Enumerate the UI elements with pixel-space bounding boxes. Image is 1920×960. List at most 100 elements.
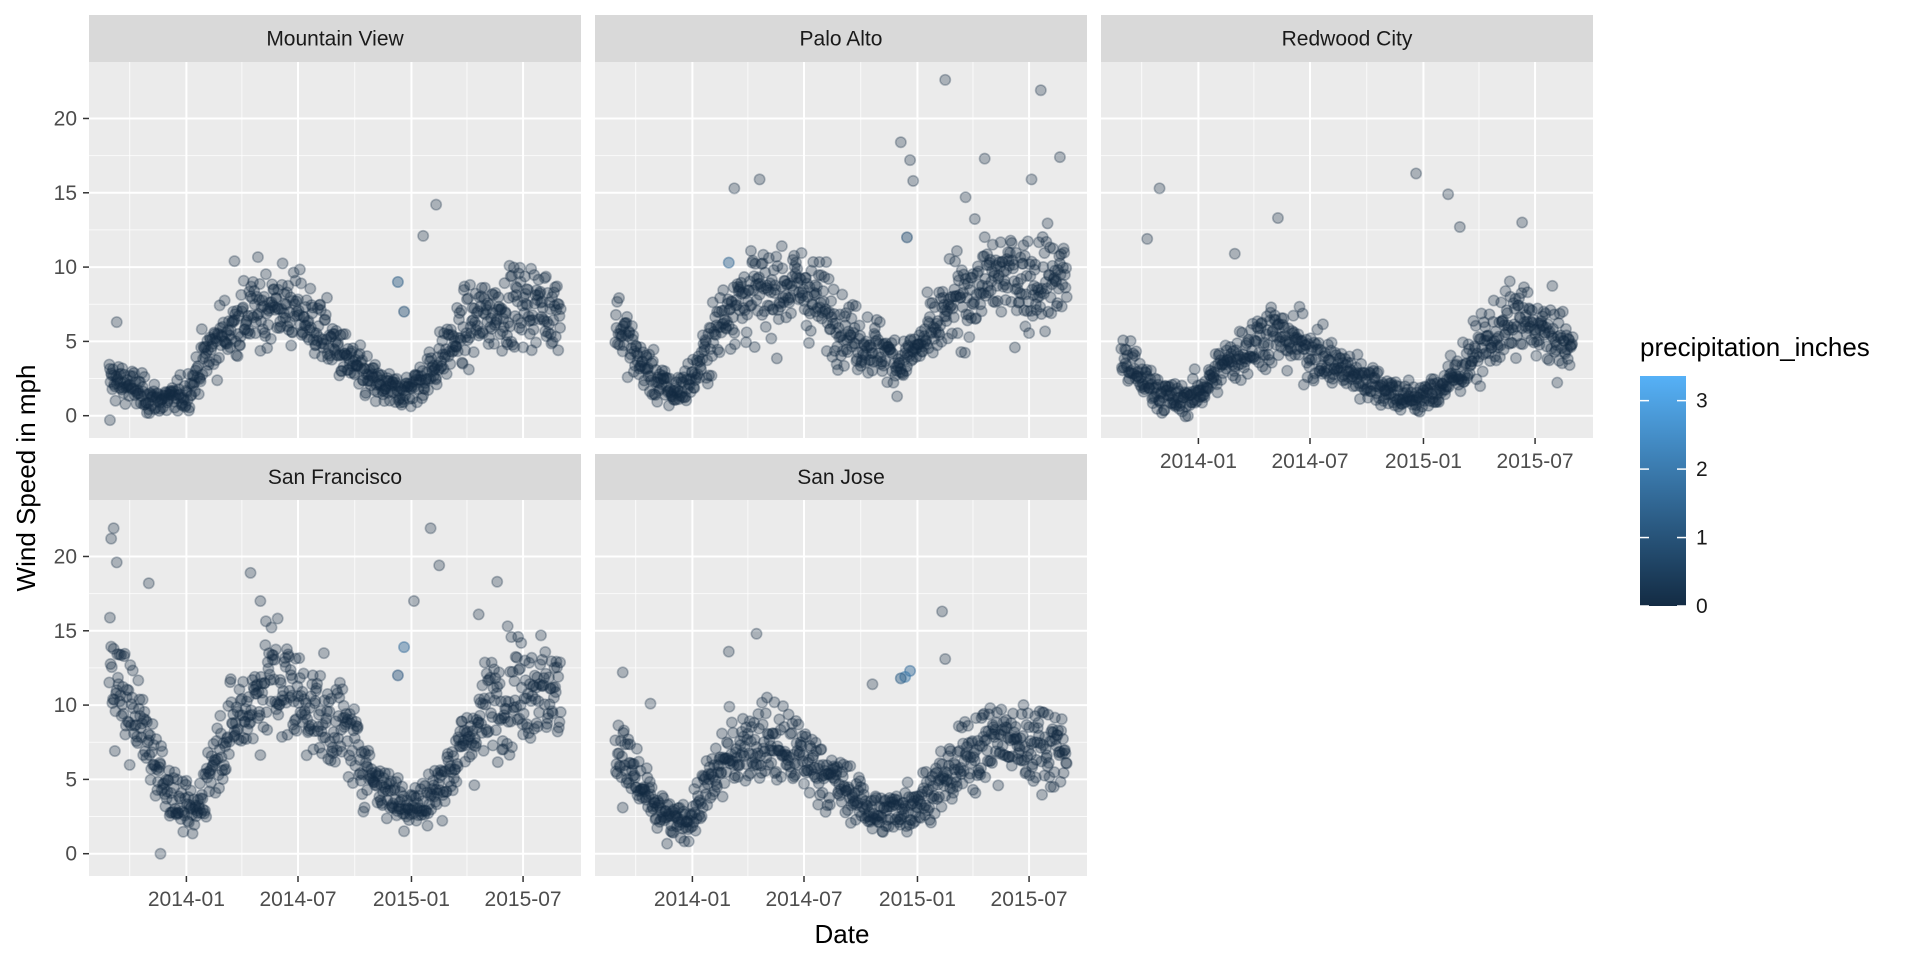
data-point	[656, 369, 669, 382]
data-point	[676, 391, 689, 404]
data-point	[757, 248, 770, 261]
data-point	[256, 294, 269, 307]
data-point	[113, 368, 126, 381]
data-point	[258, 326, 271, 339]
data-point	[270, 292, 283, 305]
data-point	[1132, 375, 1145, 388]
data-point	[1033, 290, 1046, 303]
data-point	[830, 358, 843, 371]
data-point	[667, 384, 680, 397]
data-point	[446, 340, 459, 353]
data-point	[109, 394, 122, 407]
data-point	[254, 749, 267, 762]
data-point	[353, 347, 366, 360]
data-point	[860, 341, 873, 354]
data-point	[208, 326, 221, 339]
data-point	[989, 254, 1002, 267]
data-point	[804, 307, 817, 320]
data-point	[798, 294, 811, 307]
data-point	[846, 298, 859, 311]
data-point	[896, 367, 909, 380]
data-point	[317, 337, 330, 350]
data-point	[1008, 341, 1021, 354]
data-point	[1131, 369, 1144, 382]
data-point	[1141, 370, 1154, 383]
panel-background	[1101, 62, 1593, 438]
data-point	[335, 365, 348, 378]
data-point	[307, 333, 320, 346]
data-point	[872, 347, 885, 360]
data-point	[672, 371, 685, 384]
data-point	[238, 323, 251, 336]
data-point	[444, 358, 457, 371]
data-point	[501, 329, 514, 342]
data-point-precipitation	[391, 669, 404, 682]
data-point	[1154, 387, 1167, 400]
data-point	[1161, 389, 1174, 402]
data-point	[503, 259, 516, 272]
data-point	[448, 334, 461, 347]
data-point	[688, 367, 701, 380]
data-point	[496, 325, 509, 338]
data-point-outlier	[407, 595, 420, 608]
data-point	[1050, 299, 1063, 312]
data-point	[222, 748, 235, 761]
data-point	[876, 338, 889, 351]
data-point	[329, 335, 342, 348]
data-point	[633, 362, 646, 375]
data-point	[1118, 352, 1131, 365]
data-point	[332, 337, 345, 350]
data-point	[662, 384, 675, 397]
data-point	[507, 290, 520, 303]
data-point	[627, 329, 640, 342]
data-point	[304, 321, 317, 334]
data-point	[1158, 403, 1171, 416]
data-point	[708, 328, 721, 341]
data-point	[533, 313, 546, 326]
data-point	[465, 326, 478, 339]
data-point	[715, 326, 728, 339]
data-point	[1008, 275, 1021, 288]
data-point	[1042, 268, 1055, 281]
data-point	[690, 354, 703, 367]
data-point	[262, 318, 275, 331]
data-point	[717, 284, 730, 297]
data-point	[870, 335, 883, 348]
data-point	[550, 280, 563, 293]
data-point	[961, 314, 974, 327]
data-point	[276, 257, 289, 270]
data-point	[300, 319, 313, 332]
data-point	[1174, 396, 1187, 409]
data-point	[761, 299, 774, 312]
data-point	[775, 240, 788, 253]
data-point-precipitation	[900, 231, 913, 244]
data-point	[142, 396, 155, 409]
data-point	[427, 370, 440, 383]
data-point	[277, 307, 290, 320]
data-point	[422, 383, 435, 396]
data-point	[308, 347, 321, 360]
data-point	[346, 342, 359, 355]
data-point	[1563, 359, 1576, 372]
data-point	[870, 313, 883, 326]
data-point	[491, 314, 504, 327]
data-point	[395, 398, 408, 411]
data-point	[465, 315, 478, 328]
data-point	[258, 290, 271, 303]
data-point	[248, 298, 261, 311]
data-point	[725, 295, 738, 308]
data-point	[304, 282, 317, 295]
data-point	[722, 319, 735, 332]
data-point	[1149, 372, 1162, 385]
data-point	[799, 271, 812, 284]
data-point	[623, 326, 636, 339]
data-point	[1157, 404, 1170, 417]
data-point	[546, 336, 559, 349]
data-point	[203, 331, 216, 344]
data-point	[138, 370, 151, 383]
data-point	[868, 322, 881, 335]
data-point	[1011, 282, 1024, 295]
data-point	[114, 375, 127, 388]
data-point	[873, 316, 886, 329]
data-point	[375, 374, 388, 387]
